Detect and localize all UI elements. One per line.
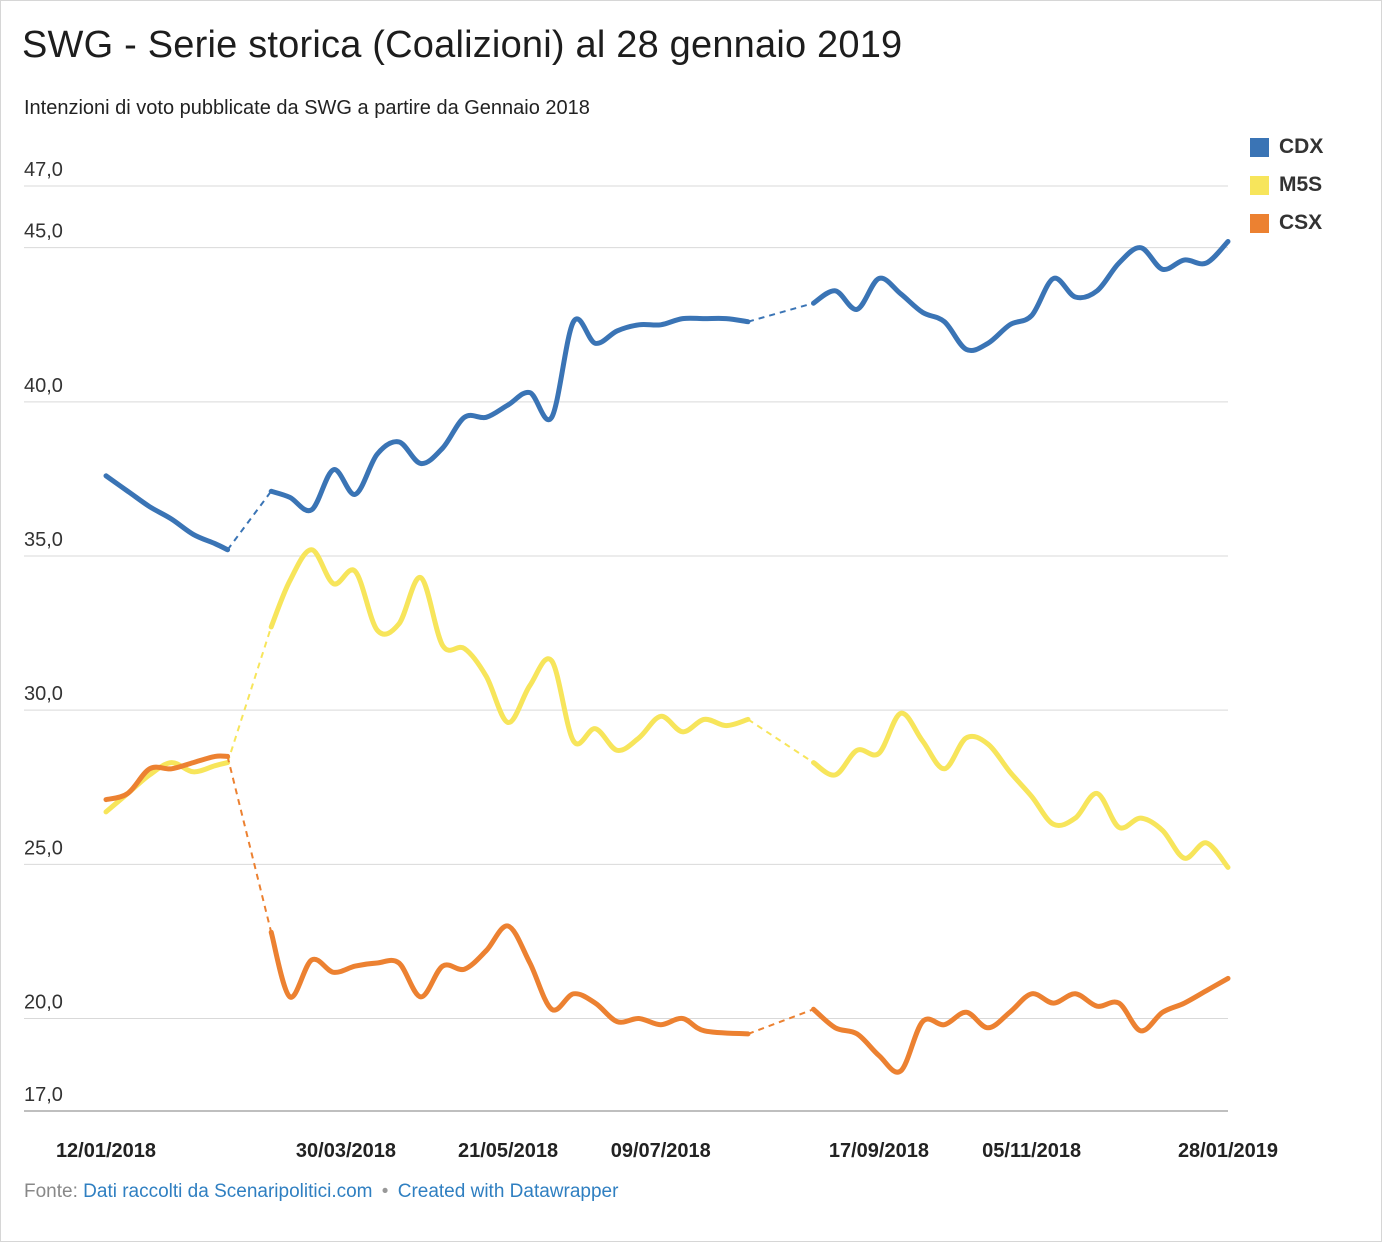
x-tick-label: 21/05/2018 bbox=[458, 1140, 558, 1162]
x-tick-label: 09/07/2018 bbox=[611, 1140, 711, 1162]
legend-item-csx: CSX bbox=[1250, 204, 1323, 242]
legend: CDX M5S CSX bbox=[1250, 128, 1323, 242]
footer-prefix: Fonte: bbox=[24, 1181, 78, 1202]
legend-label-csx: CSX bbox=[1279, 211, 1323, 234]
series-cdx-line bbox=[268, 315, 751, 514]
series-m5s-gap-line bbox=[226, 626, 273, 763]
series-m5s-line bbox=[268, 547, 751, 753]
legend-item-m5s: M5S bbox=[1250, 166, 1323, 204]
series-csx-line bbox=[103, 753, 231, 803]
x-tick-label: 17/09/2018 bbox=[829, 1140, 929, 1162]
y-tick-label: 40,0 bbox=[24, 375, 63, 397]
series-m5s-gap-line bbox=[747, 718, 815, 764]
series-cdx-line bbox=[811, 239, 1231, 354]
series-csx-line bbox=[811, 975, 1231, 1075]
footer-separator: • bbox=[381, 1181, 389, 1202]
series-csx-gap-line bbox=[226, 756, 273, 933]
legend-swatch-cdx bbox=[1250, 137, 1269, 157]
series-csx bbox=[103, 753, 1231, 1075]
series-csx-gap-line bbox=[747, 1008, 814, 1035]
y-tick-label: 35,0 bbox=[24, 529, 63, 551]
series-cdx-gap-line bbox=[747, 302, 814, 323]
legend-swatch-m5s bbox=[1250, 175, 1269, 195]
legend-item-cdx: CDX bbox=[1250, 128, 1323, 166]
x-tick-label: 28/01/2019 bbox=[1178, 1140, 1278, 1162]
series-m5s-line bbox=[811, 710, 1231, 870]
series-m5s bbox=[103, 547, 1231, 870]
footer: Fonte: Dati raccolti da Scenaripolitici.… bbox=[24, 1181, 618, 1203]
x-tick-label: 30/03/2018 bbox=[296, 1140, 396, 1162]
datawrapper-link[interactable]: Created with Datawrapper bbox=[397, 1181, 619, 1202]
chart-subtitle: Intenzioni di voto pubblicate da SWG a p… bbox=[24, 97, 590, 119]
legend-label-cdx: CDX bbox=[1279, 135, 1324, 158]
x-tick-label: 12/01/2018 bbox=[56, 1140, 156, 1162]
y-tick-label: 20,0 bbox=[24, 992, 63, 1014]
series-cdx-line bbox=[103, 473, 231, 553]
source-link[interactable]: Dati raccolti da Scenaripolitici.com bbox=[83, 1181, 373, 1202]
series-cdx-gap-line bbox=[226, 490, 272, 551]
y-tick-label: 30,0 bbox=[24, 683, 63, 705]
series-csx-line bbox=[268, 923, 751, 1037]
y-tick-label: 47,0 bbox=[24, 159, 63, 181]
x-tick-label: 05/11/2018 bbox=[982, 1140, 1081, 1162]
legend-label-m5s: M5S bbox=[1279, 173, 1323, 196]
y-tick-label: 17,0 bbox=[24, 1084, 63, 1106]
y-tick-label: 25,0 bbox=[24, 837, 63, 859]
chart-title: SWG - Serie storica (Coalizioni) al 28 g… bbox=[22, 24, 903, 66]
y-tick-label: 45,0 bbox=[24, 221, 63, 243]
series-cdx bbox=[103, 239, 1231, 553]
legend-swatch-csx bbox=[1250, 213, 1269, 233]
